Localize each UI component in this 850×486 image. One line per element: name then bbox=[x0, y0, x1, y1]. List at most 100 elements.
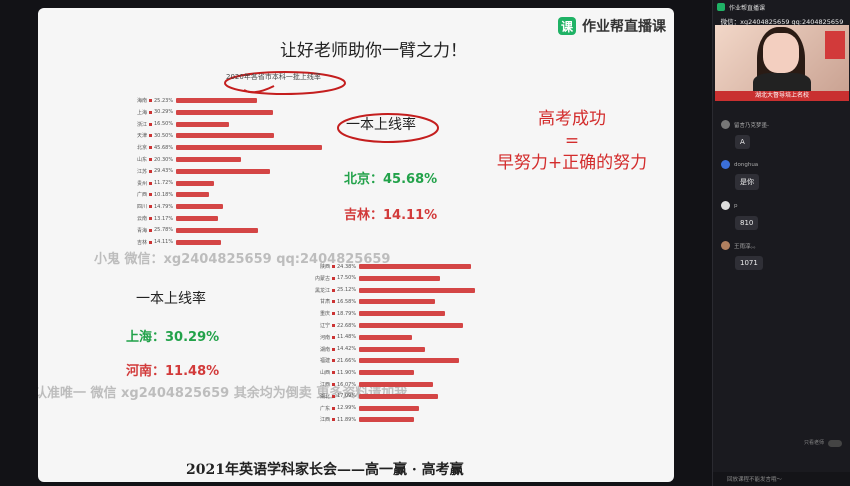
bar-row-left: 青海 25.78% bbox=[133, 226, 259, 235]
bar-marker bbox=[149, 122, 152, 126]
chat-user: 留言乃克梦墨- bbox=[734, 122, 769, 129]
bar-marker bbox=[332, 324, 335, 327]
bar-province: 浙江 bbox=[136, 121, 147, 128]
bar-province: 青海 bbox=[136, 227, 147, 234]
bar-row-left: 天津 30.50% bbox=[133, 131, 274, 140]
bar-row-right: 内蒙古 17.50% bbox=[308, 274, 440, 283]
bar-marker bbox=[332, 265, 335, 268]
bar-marker bbox=[149, 110, 152, 114]
bar-marker bbox=[149, 181, 152, 185]
bar bbox=[359, 275, 440, 281]
bar-province: 江西 bbox=[319, 382, 330, 388]
bar-province: 重庆 bbox=[319, 311, 330, 318]
bar-marker bbox=[149, 228, 152, 232]
bar bbox=[176, 216, 219, 221]
teacher-only-toggle[interactable] bbox=[828, 440, 842, 447]
bar-marker bbox=[149, 158, 152, 161]
avatar bbox=[721, 120, 730, 129]
bar-marker bbox=[332, 418, 335, 422]
bar-province: 陕西 bbox=[319, 264, 330, 270]
bar-value: 18.79% bbox=[337, 310, 357, 317]
bar bbox=[359, 299, 436, 305]
beijing-rate: 北京：45.68% bbox=[344, 172, 438, 187]
chat-input[interactable]: 回放课程不能发言哦～ bbox=[713, 472, 850, 486]
bar-value: 17.09% bbox=[337, 393, 357, 400]
panel-title: 作业帮直播课 bbox=[729, 4, 766, 12]
contact-text: 微信：xg2404825659 qq:2404825659 bbox=[720, 18, 844, 26]
bar-marker bbox=[149, 240, 152, 244]
bar-marker bbox=[332, 371, 335, 375]
bar bbox=[359, 417, 414, 423]
bar-province: 湖北 bbox=[319, 393, 330, 400]
bar-province: 福建 bbox=[319, 358, 330, 365]
bar-value: 13.17% bbox=[154, 215, 174, 222]
bar-row-left: 浙江 16.50% bbox=[133, 120, 229, 129]
video-stage: 课 作业帮直播课 让好老师助你一臂之力！ 2020年各省市本科一批上线率 一本上… bbox=[38, 8, 674, 482]
bar-row-right: 甘肃 16.58% bbox=[308, 297, 436, 306]
bar-marker bbox=[332, 406, 335, 410]
avatar bbox=[721, 241, 730, 250]
bar-marker bbox=[332, 276, 335, 280]
bar-marker bbox=[332, 359, 335, 363]
brand-logo: 课 作业帮直播课 bbox=[558, 16, 666, 36]
bar-province: 吉林 bbox=[136, 239, 147, 246]
bar-value: 16.50% bbox=[154, 121, 174, 128]
bar bbox=[176, 145, 323, 151]
bar-value: 30.29% bbox=[154, 109, 174, 116]
bar bbox=[359, 346, 426, 352]
bar-marker bbox=[332, 383, 335, 386]
bar-province: 云南 bbox=[136, 216, 147, 222]
bar-marker bbox=[332, 347, 335, 351]
side-panel: 作业帮直播课 微信：xg2404825659 qq:2404825659 湖北大… bbox=[712, 0, 850, 486]
bar-province: 内蒙古 bbox=[314, 275, 330, 282]
watermark-2: 认准唯一 微信 xg2404825659 其余均为倒卖 更多资料请加我 bbox=[38, 386, 408, 401]
bar-province: 河南 bbox=[319, 334, 330, 341]
bar bbox=[359, 358, 459, 364]
bar-row-right: 辽宁 22.68% bbox=[308, 321, 464, 330]
chart-title: 2020年各省市本科一批上线率 bbox=[226, 73, 321, 81]
bar-marker bbox=[149, 99, 152, 102]
bar-value: 16.58% bbox=[337, 298, 357, 305]
chat-user: donghua bbox=[734, 161, 759, 168]
bar-value: 11.48% bbox=[337, 334, 357, 341]
bar-province: 辽宁 bbox=[319, 323, 330, 329]
bar-row-left: 山东 20.30% bbox=[133, 155, 241, 164]
bar-province: 黑龙江 bbox=[314, 287, 330, 294]
chat-text: 810 bbox=[735, 216, 759, 230]
bar bbox=[359, 382, 433, 387]
chat-message: p 810 bbox=[721, 201, 845, 230]
bar-row-left: 广西 10.18% bbox=[133, 190, 209, 199]
bar-row-right: 陕西 24.38% bbox=[308, 262, 472, 271]
bar-value: 20.30% bbox=[154, 156, 174, 163]
bar-row-right: 江西 11.89% bbox=[308, 415, 414, 424]
bar-province: 海南 bbox=[136, 98, 147, 104]
chat-message: 王雨淳。。 1071 bbox=[721, 241, 845, 270]
bar-row-left: 北京 45.68% bbox=[133, 143, 323, 152]
title-circle-annotation bbox=[224, 71, 439, 143]
bar-value: 14.79% bbox=[154, 203, 174, 210]
bar-value: 29.43% bbox=[154, 168, 174, 175]
bar-row-right: 黑龙江 25.12% bbox=[308, 286, 475, 295]
bar-row-right: 湖南 14.42% bbox=[308, 345, 426, 354]
teacher-video[interactable]: 湖北大督导培上名校 bbox=[715, 25, 849, 101]
bar bbox=[176, 168, 271, 174]
bar-value: 14.42% bbox=[337, 346, 357, 353]
bar-value: 45.68% bbox=[154, 144, 174, 151]
bar bbox=[359, 311, 446, 317]
bar-province: 山西 bbox=[319, 370, 330, 377]
chat-message: donghua 是你 bbox=[721, 160, 845, 190]
bar-marker bbox=[149, 205, 152, 209]
bar bbox=[176, 239, 222, 245]
bar-marker bbox=[332, 288, 335, 292]
bar-province: 天津 bbox=[136, 133, 147, 140]
bar-value: 14.11% bbox=[154, 239, 174, 246]
bar-row-right: 江西 16.07% bbox=[308, 380, 433, 389]
bar-marker bbox=[149, 193, 152, 197]
bar-marker bbox=[149, 134, 152, 138]
bar-province: 江西 bbox=[319, 417, 330, 424]
bar-province: 北京 bbox=[136, 145, 147, 152]
bar-value: 30.50% bbox=[154, 132, 174, 139]
bar bbox=[359, 323, 464, 328]
watermark-1: 小鬼 微信：xg2404825659 qq:2404825659 bbox=[94, 252, 391, 267]
video-banner: 湖北大督导培上名校 bbox=[715, 91, 849, 101]
